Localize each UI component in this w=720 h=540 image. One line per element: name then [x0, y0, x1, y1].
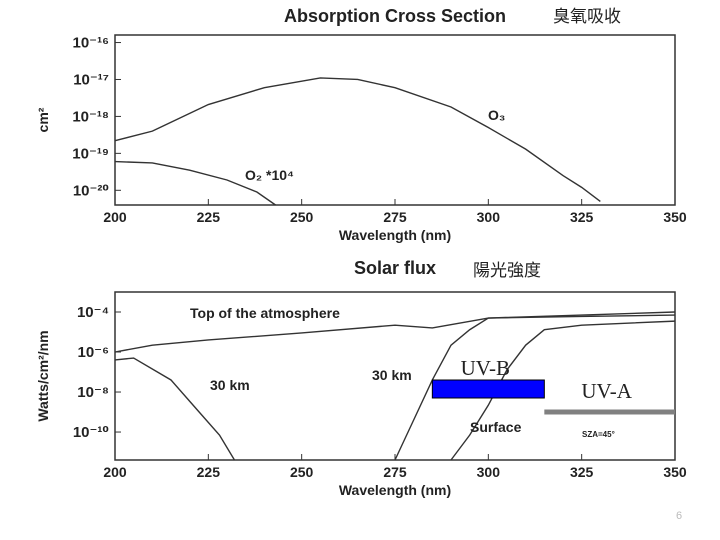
band-label: UV-B — [461, 356, 510, 380]
x-tick-label: 325 — [570, 209, 594, 225]
band-label: UV-A — [581, 379, 632, 403]
series-line — [394, 314, 676, 461]
y-tick-label: 10⁻⁶ — [77, 344, 109, 361]
series-label: Top of the atmosphere — [190, 305, 340, 321]
chart-title: Absorption Cross Section — [284, 6, 506, 26]
series-label: 30 km — [210, 377, 250, 393]
y-tick-label: 10⁻¹⁸ — [72, 108, 109, 125]
plot-frame — [114, 34, 676, 206]
series-line — [114, 77, 601, 202]
y-axis-label: cm² — [35, 107, 51, 132]
note: SZA=45° — [582, 430, 615, 439]
y-tick-label: 10⁻¹⁰ — [73, 424, 109, 441]
x-tick-label: 225 — [197, 209, 221, 225]
x-tick-label: 275 — [383, 209, 407, 225]
y-tick-label: 10⁻¹⁹ — [72, 145, 109, 162]
band — [431, 379, 545, 399]
annotation: 陽光強度 — [473, 261, 541, 280]
series-label: Surface — [470, 419, 522, 435]
y-tick-label: 10⁻²⁰ — [73, 182, 109, 199]
x-tick-label: 275 — [383, 464, 407, 480]
series-line — [450, 320, 676, 461]
y-tick-label: 10⁻⁸ — [77, 384, 109, 401]
x-tick-label: 200 — [103, 464, 127, 480]
x-tick-label: 200 — [103, 209, 127, 225]
series-line — [114, 357, 236, 461]
x-tick-label: 350 — [663, 464, 687, 480]
x-tick-label: 300 — [477, 209, 501, 225]
x-tick-label: 225 — [197, 464, 221, 480]
y-tick-label: 10⁻⁴ — [77, 304, 109, 321]
x-tick-label: 250 — [290, 209, 314, 225]
y-axis-label: Watts/cm²/nm — [35, 330, 51, 421]
x-axis-label: Wavelength (nm) — [339, 482, 451, 498]
x-tick-label: 250 — [290, 464, 314, 480]
chart-title: Solar flux — [354, 258, 436, 278]
series-line — [114, 311, 676, 353]
x-tick-label: 350 — [663, 209, 687, 225]
page-number: 6 — [676, 510, 682, 522]
y-tick-label: 10⁻¹⁶ — [72, 35, 109, 52]
y-tick-label: 10⁻¹⁷ — [73, 71, 109, 88]
series-label: 30 km — [372, 367, 412, 383]
x-tick-label: 325 — [570, 464, 594, 480]
series-line — [114, 160, 276, 206]
annotation: 臭氧吸收 — [553, 7, 621, 26]
x-tick-label: 300 — [477, 464, 501, 480]
x-axis-label: Wavelength (nm) — [339, 227, 451, 243]
series-label: O₂ *10⁴ — [245, 167, 294, 183]
series-label: O₃ — [488, 107, 505, 123]
